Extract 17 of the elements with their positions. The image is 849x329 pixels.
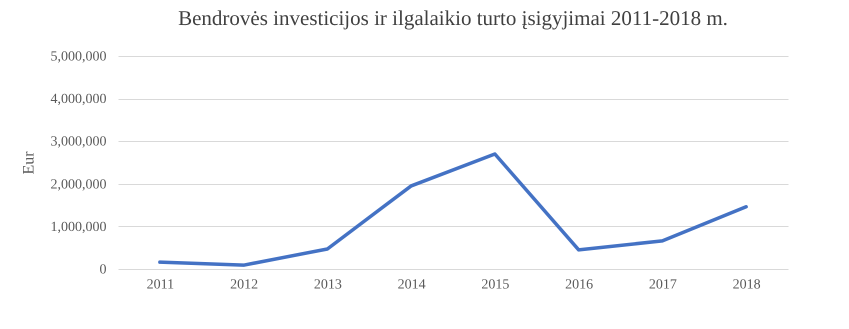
y-tick-label: 1,000,000: [50, 220, 106, 235]
y-tick-label: 0: [100, 262, 106, 278]
x-tick-label: 2017: [648, 278, 677, 292]
x-tick-label: 2018: [732, 278, 761, 292]
x-tick-label: 2012: [230, 278, 258, 292]
line-series: [158, 152, 748, 267]
y-axis-title: Eur: [20, 150, 38, 175]
y-tick-label: 3,000,000: [50, 134, 106, 150]
x-tick-label: 2011: [146, 278, 174, 292]
chart-title: Bendrovės investicijos ir ilgalaikio turto įsigyjimai 2011-2018 m.: [178, 6, 728, 30]
x-tick-label: 2014: [398, 278, 426, 292]
x-tick-label: 2015: [481, 278, 510, 292]
y-tick-label: 5,000,000: [50, 50, 106, 64]
y-tick-label: 4,000,000: [50, 92, 106, 108]
x-tick-label: 2013: [314, 278, 342, 292]
x-tick-label: 2016: [565, 278, 594, 292]
y-tick-label: 2,000,000: [50, 177, 106, 192]
